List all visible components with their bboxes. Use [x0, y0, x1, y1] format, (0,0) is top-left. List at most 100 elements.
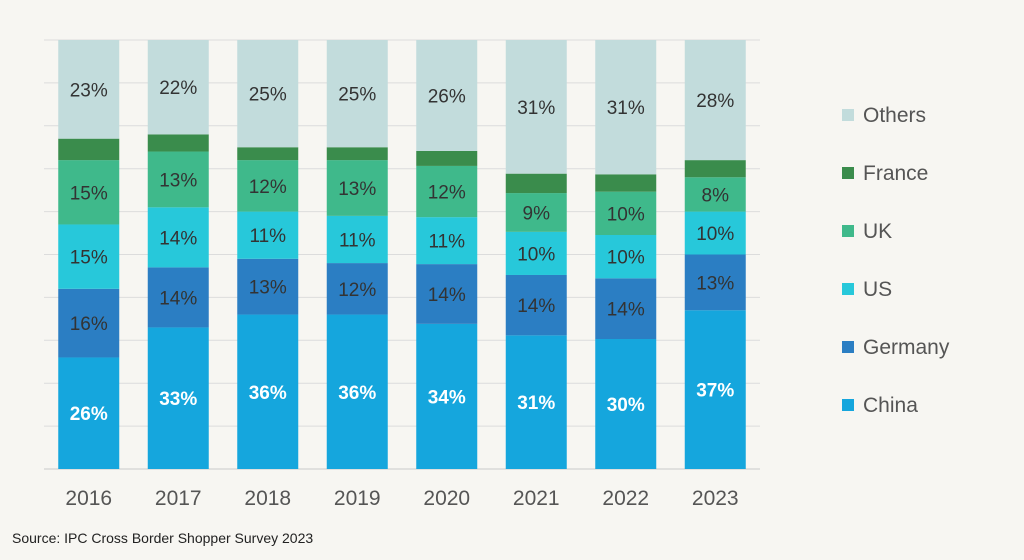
bar-segment-us-2017 [147, 207, 209, 268]
bar-segment-germany-2020 [416, 264, 478, 324]
bar-segment-france-2016 [58, 138, 120, 161]
bar-segment-france-2020 [416, 150, 478, 166]
data-label-others-2019: 25% [338, 85, 376, 106]
data-label-china-2020: 34% [428, 387, 466, 408]
bar-segment-germany-2017 [147, 267, 209, 328]
bar-segment-china-2018 [237, 314, 299, 469]
bar-segment-china-2016 [58, 357, 120, 469]
bar-segment-germany-2023 [684, 254, 746, 311]
x-tick-label: 2017 [155, 487, 202, 510]
x-tick-label: 2019 [334, 487, 381, 510]
bars: 26% 16% 15% 15% 23% 2016 33% 14% 14% 13% 22% 2017 36… [58, 40, 746, 510]
bar-segment-germany-2019 [326, 263, 388, 315]
bar-segment-uk-2019 [326, 160, 388, 216]
x-tick-label: 2018 [244, 487, 291, 510]
bar-segment-others-2021 [505, 40, 567, 174]
data-label-uk-2021: 9% [523, 203, 551, 224]
data-label-others-2022: 31% [607, 98, 645, 119]
bar-segment-us-2023 [684, 211, 746, 255]
x-tick-label: 2021 [513, 487, 560, 510]
data-label-germany-2022: 14% [607, 300, 645, 321]
legend-label-china: China [863, 394, 918, 417]
data-label-others-2021: 31% [517, 98, 555, 119]
bar-segment-us-2022 [595, 235, 657, 279]
data-label-uk-2023: 8% [702, 185, 730, 206]
data-label-others-2020: 26% [428, 86, 466, 107]
bar-segment-france-2017 [147, 134, 209, 152]
data-label-uk-2018: 12% [249, 177, 287, 198]
bar-segment-china-2020 [416, 323, 478, 469]
bar-segment-germany-2016 [58, 288, 120, 358]
legend-swatch-germany [842, 341, 854, 353]
data-label-us-2022: 10% [607, 248, 645, 269]
data-label-others-2017: 22% [159, 78, 197, 99]
legend-label-us: US [863, 278, 892, 301]
bar-segment-us-2016 [58, 224, 120, 289]
data-label-germany-2019: 12% [338, 280, 376, 301]
data-label-uk-2019: 13% [338, 179, 376, 200]
legend-label-germany: Germany [863, 336, 950, 359]
data-label-china-2022: 30% [607, 395, 645, 416]
legend-swatch-us [842, 283, 854, 295]
data-label-us-2018: 11% [249, 226, 286, 247]
data-label-uk-2017: 13% [159, 170, 197, 191]
data-label-uk-2016: 15% [70, 183, 108, 204]
data-label-us-2017: 14% [159, 228, 197, 249]
bar-segment-uk-2020 [416, 165, 478, 218]
bar-segment-us-2021 [505, 231, 567, 275]
bar-segment-uk-2016 [58, 160, 120, 225]
data-label-china-2019: 36% [338, 383, 376, 404]
data-label-us-2023: 10% [696, 224, 734, 245]
bar-segment-others-2023 [684, 40, 746, 161]
bar-segment-france-2019 [326, 147, 388, 161]
source-note: Source: IPC Cross Border Shopper Survey … [12, 530, 314, 546]
data-label-others-2016: 23% [70, 80, 108, 101]
bar-segment-germany-2018 [237, 258, 299, 315]
data-label-china-2021: 31% [517, 393, 555, 414]
bar-segment-france-2022 [595, 174, 657, 192]
bar-segment-france-2018 [237, 147, 299, 161]
legend-swatch-others [842, 109, 854, 121]
data-label-germany-2018: 13% [249, 278, 287, 299]
data-label-others-2023: 28% [696, 91, 734, 112]
data-label-china-2018: 36% [249, 383, 287, 404]
x-tick-label: 2023 [692, 487, 739, 510]
x-tick-label: 2020 [423, 487, 470, 510]
bar-segment-uk-2022 [595, 191, 657, 235]
data-label-us-2019: 11% [339, 230, 376, 251]
data-label-china-2016: 26% [70, 404, 108, 425]
bar-segment-china-2017 [147, 327, 209, 469]
data-label-china-2017: 33% [159, 389, 197, 410]
bar-segment-china-2021 [505, 335, 567, 469]
data-label-uk-2020: 12% [428, 183, 466, 204]
bar-segment-china-2019 [326, 314, 388, 469]
bar-segment-us-2018 [237, 211, 299, 259]
legend-swatch-china [842, 399, 854, 411]
data-label-others-2018: 25% [249, 85, 287, 106]
data-label-us-2021: 10% [517, 244, 555, 265]
bar-segment-us-2020 [416, 217, 478, 265]
bar-segment-uk-2021 [505, 193, 567, 232]
bar-segment-others-2018 [237, 40, 299, 148]
bar-segment-uk-2017 [147, 151, 209, 208]
legend: Others France UK US Germany China [842, 104, 950, 417]
bar-segment-china-2023 [684, 310, 746, 469]
data-label-uk-2022: 10% [607, 204, 645, 225]
bar-segment-france-2023 [684, 160, 746, 178]
bar-segment-others-2022 [595, 40, 657, 175]
x-tick-label: 2016 [65, 487, 112, 510]
bar-segment-others-2016 [58, 40, 120, 139]
data-label-germany-2016: 16% [70, 314, 108, 335]
legend-swatch-france [842, 167, 854, 179]
bar-segment-others-2019 [326, 40, 388, 148]
bar-segment-us-2019 [326, 215, 388, 264]
data-label-us-2020: 11% [428, 232, 465, 253]
bar-segment-uk-2023 [684, 177, 746, 212]
legend-label-others: Others [863, 104, 926, 127]
legend-label-france: France [863, 162, 928, 185]
bar-segment-others-2020 [416, 40, 478, 151]
bar-segment-uk-2018 [237, 160, 299, 212]
bar-segment-china-2022 [595, 339, 657, 469]
